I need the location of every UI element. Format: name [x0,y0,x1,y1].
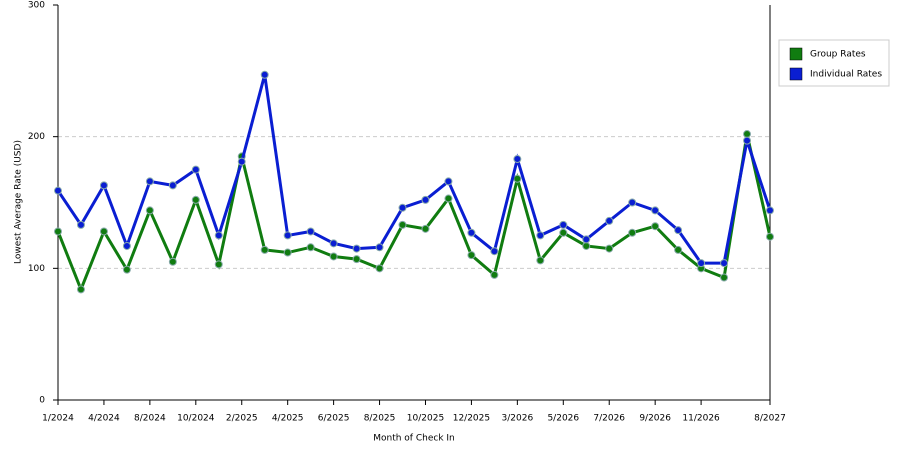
data-point [122,265,131,274]
data-point [283,248,292,257]
x-tick-label: 10/2025 [407,414,444,424]
y-axis-label: Lowest Average Rate (USD) [14,140,24,264]
data-point [605,244,614,253]
data-point [743,130,752,139]
data-point [145,177,154,186]
data-point [513,174,522,183]
data-point [674,226,683,235]
data-point [99,227,108,236]
data-point [720,273,729,282]
data-point [421,195,430,204]
legend-label: Individual Rates [810,70,882,80]
legend-label: Group Rates [810,50,866,60]
data-point [76,285,85,294]
data-point [674,245,683,254]
legend-swatch [789,67,803,81]
x-tick-label: 8/2025 [364,414,396,424]
x-tick-label: 8/2024 [134,414,166,424]
data-point [99,181,108,190]
x-tick-label: 7/2026 [593,414,625,424]
data-point [329,252,338,261]
x-tick-label: 1/2024 [42,414,74,424]
data-point [306,243,315,252]
data-point [54,186,62,195]
data-point [191,165,200,174]
x-tick-label: 5/2026 [547,414,579,424]
x-tick-label: 8/2027 [754,414,786,424]
data-point [168,181,177,190]
data-point [651,222,660,231]
data-point [490,247,499,256]
data-point [214,231,223,240]
data-point [306,227,315,236]
data-point [329,239,338,248]
data-point [191,195,200,204]
data-point [260,245,269,254]
data-point [76,220,85,229]
data-point [375,264,384,273]
data-point [421,224,430,233]
data-point [720,259,729,268]
data-point [628,228,637,237]
data-point [352,244,361,253]
x-axis-label: Month of Check In [373,434,455,444]
data-point [168,257,177,266]
data-point [444,177,453,186]
data-point [628,198,637,207]
data-point [697,259,706,268]
data-point [766,232,774,241]
data-point [398,220,407,229]
data-point [214,260,223,269]
x-tick-label: 10/2024 [177,414,215,424]
data-point [743,136,752,145]
x-tick-label: 3/2026 [502,414,534,424]
data-point [467,228,476,237]
data-point [559,220,568,229]
y-tick-label: 300 [28,1,45,11]
data-point [582,241,591,250]
x-tick-label: 9/2026 [639,414,671,424]
y-tick-label: 200 [28,132,45,142]
x-tick-label: 6/2025 [318,414,350,424]
legend-swatch [789,47,803,61]
x-tick-label: 2/2025 [226,414,258,424]
data-point [490,270,499,279]
data-point [145,206,154,215]
series-line [56,74,772,265]
data-point [467,251,476,260]
x-tick-label: 12/2025 [453,414,490,424]
data-point [283,231,292,240]
data-point [536,256,545,265]
x-tick-label: 4/2025 [272,414,304,424]
data-point [54,227,62,236]
data-point [559,228,568,237]
series-line [56,133,772,294]
data-point [375,243,384,252]
data-point [122,241,131,250]
data-point [766,206,774,215]
x-tick-label: 11/2026 [682,414,720,424]
y-tick-label: 0 [39,396,45,406]
data-point [237,157,246,166]
data-point [513,155,522,164]
data-point [444,194,453,203]
data-point [398,203,407,212]
data-point [651,206,660,215]
x-tick-label: 4/2024 [88,414,120,424]
data-point [352,255,361,264]
data-point [582,235,591,244]
data-point [536,231,545,240]
data-point [605,216,614,225]
data-point [260,70,269,79]
y-tick-label: 100 [28,264,45,274]
